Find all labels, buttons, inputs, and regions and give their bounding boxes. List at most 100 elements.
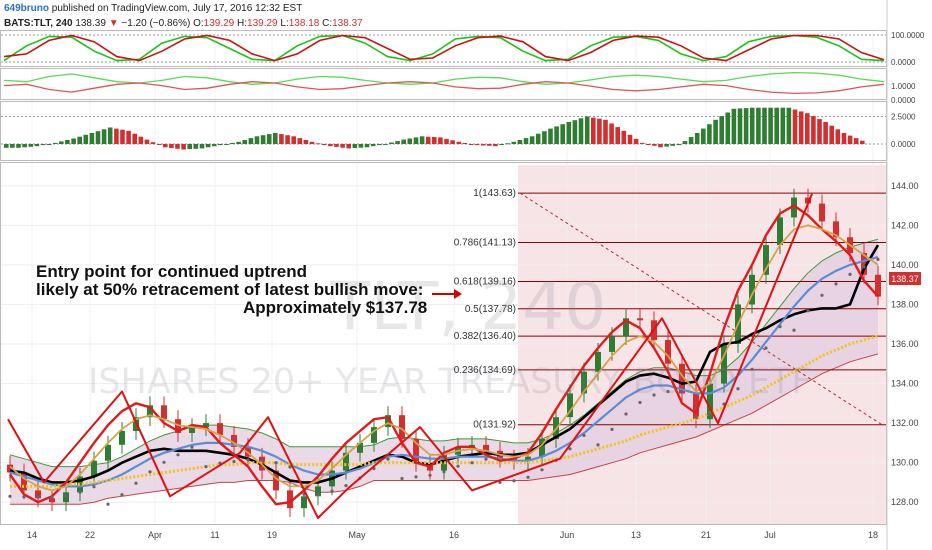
sar-dot — [22, 495, 26, 499]
ema-slow-line — [10, 334, 879, 488]
low-value: 138.18 — [288, 18, 320, 29]
x-tick-label: 18 — [868, 530, 878, 540]
annotation-line-1: Entry point for continued uptrend — [36, 262, 308, 281]
histogram-bar — [731, 108, 737, 144]
histogram-bar — [358, 144, 364, 148]
sar-dot — [386, 457, 390, 461]
candle-body — [539, 438, 545, 457]
candle-body — [231, 435, 237, 447]
sar-dot — [484, 457, 488, 461]
sar-dot — [470, 461, 474, 465]
sar-dot — [652, 393, 656, 397]
price-tag: 138.37 — [891, 274, 919, 284]
histogram-bar — [89, 133, 95, 144]
histogram-bar — [230, 142, 235, 144]
histogram-bar — [474, 144, 480, 146]
fib-level-label: 0.236(134.69) — [454, 365, 516, 376]
histogram-bar — [548, 128, 553, 144]
price-tick-label: 144.00 — [891, 181, 919, 191]
histogram-bar — [682, 141, 688, 144]
histogram-bar — [224, 144, 229, 145]
histogram-bar — [401, 139, 406, 144]
histogram-bar — [627, 134, 633, 144]
histogram-bar — [762, 107, 767, 144]
histogram-bar — [370, 144, 376, 147]
candle-body — [119, 431, 125, 445]
histogram-bar — [768, 107, 773, 144]
author-link[interactable]: 649bruno — [4, 3, 50, 14]
sar-dot — [596, 443, 600, 447]
histogram-bar — [10, 144, 15, 148]
histogram-bar — [383, 144, 388, 145]
high-value: 139.29 — [247, 18, 278, 29]
histogram-bar — [352, 144, 358, 148]
candle-body — [49, 498, 55, 503]
symbol-label[interactable]: BATS:TLT, 240 — [4, 18, 73, 29]
candle-body — [693, 393, 699, 420]
candle-body — [777, 217, 783, 246]
price-tag-bg — [889, 272, 921, 285]
x-tick-label: Apr — [148, 530, 162, 540]
histogram-bar — [786, 107, 792, 144]
candle-body — [581, 371, 587, 394]
last-price: 138.39 — [75, 18, 106, 29]
candle-body — [749, 274, 755, 305]
price-tick-label: 140.00 — [891, 260, 919, 270]
sar-dot — [708, 412, 712, 416]
histogram-bar — [560, 124, 565, 144]
histogram-bar — [584, 116, 590, 144]
candle-body — [77, 476, 83, 493]
histogram-bar — [95, 131, 101, 144]
histogram-bar — [835, 129, 841, 144]
candle-body — [665, 340, 671, 364]
sar-dot — [414, 475, 418, 479]
histogram-bar — [535, 133, 541, 144]
annotation-line-3: Approximately $137.78 — [243, 298, 428, 317]
histogram-bar — [805, 113, 810, 144]
symbol-line: BATS:TLT, 240 138.39 ▼ −1.20 (−0.86%) O:… — [4, 18, 363, 29]
osc2-minus-line — [3, 81, 885, 95]
histogram-bar — [346, 144, 351, 149]
candle-body — [91, 460, 97, 477]
x-tick-label: 21 — [701, 530, 711, 540]
price-tick-label: 136.00 — [891, 339, 919, 349]
price-tick-label: 128.00 — [891, 497, 919, 507]
histogram-bar — [621, 130, 627, 144]
ema-fast-line — [9, 244, 880, 484]
fib-level-label: 0(131.92) — [473, 420, 516, 431]
sar-dot — [610, 427, 614, 431]
zigzag-line — [7, 193, 813, 519]
price-tick-label: 130.00 — [891, 458, 919, 468]
histogram-bar — [829, 125, 834, 144]
histogram-bar — [737, 108, 743, 144]
histogram-bar — [193, 144, 199, 149]
panel-frames — [0, 0, 888, 550]
candle-body — [791, 197, 797, 218]
watermark-symbol: TLT, 240 — [330, 268, 607, 345]
histogram-bar — [438, 137, 443, 144]
sar-dot — [582, 433, 586, 437]
histogram-bar — [65, 140, 70, 144]
sar-dot — [316, 493, 320, 497]
histogram-bar — [432, 137, 437, 144]
histogram-bar — [811, 116, 816, 144]
close-value: 138.37 — [332, 18, 363, 29]
histogram-bar — [694, 133, 700, 144]
histogram-bar — [77, 136, 82, 144]
histogram-bar — [487, 144, 492, 146]
histogram-bar — [444, 138, 449, 144]
price-change: −1.20 (−0.86%) — [121, 18, 191, 29]
histogram-bar — [144, 139, 150, 144]
sar-dot — [442, 470, 446, 474]
histogram-bar — [40, 144, 46, 146]
oscillator-1-panel — [1, 34, 886, 63]
histogram-bar — [132, 133, 137, 144]
sar-dot — [232, 459, 236, 464]
sar-dot — [246, 458, 250, 462]
histogram-bar — [713, 119, 718, 144]
histogram-bar — [615, 127, 620, 144]
histogram-bar — [591, 117, 596, 144]
osc1-tick-label: 100.0000 — [891, 31, 925, 40]
